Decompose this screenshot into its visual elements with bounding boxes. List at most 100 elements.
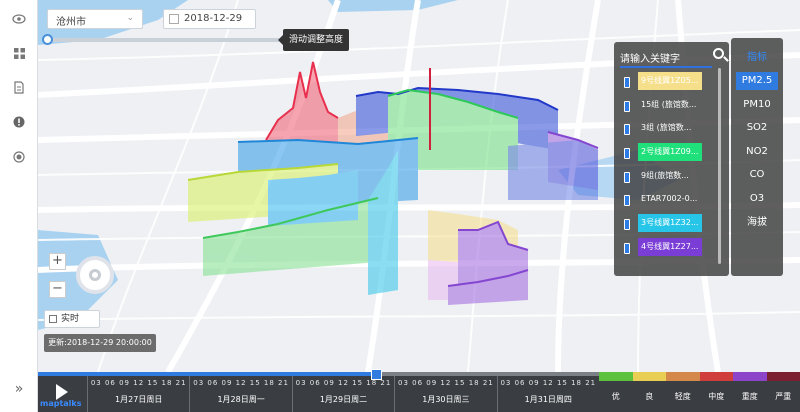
station-list-item[interactable]: ETAR7002-0...: [624, 190, 720, 211]
left-sidebar: »: [0, 0, 38, 412]
station-marker-icon: [624, 100, 630, 112]
aqi-label: 中度: [708, 392, 725, 401]
calendar-icon: [169, 14, 179, 24]
station-label: 3号线翼1Z32...: [638, 214, 702, 233]
aqi-level: 良: [632, 372, 666, 412]
double-chevron-right-icon[interactable]: »: [14, 381, 24, 397]
zoom-out-button[interactable]: −: [49, 281, 66, 298]
station-list-item[interactable]: 9号线翼1Z05...: [624, 72, 720, 93]
station-panel: 请输入关键字 9号线翼1Z05... 15组 (旅馆数... 3组 (旅馆数... 2…: [614, 42, 729, 276]
aqi-label: 优: [611, 392, 620, 401]
station-marker-icon: [624, 124, 630, 136]
pollutant-option[interactable]: SO2: [746, 122, 768, 134]
realtime-checkbox[interactable]: 实时: [44, 310, 100, 328]
station-marker-icon: [624, 171, 630, 183]
timeline-progress-track[interactable]: [38, 369, 800, 380]
eye-icon[interactable]: [9, 9, 29, 29]
aqi-color-swatch: [733, 372, 767, 381]
checkbox-box[interactable]: [49, 315, 57, 323]
aqi-label: 良: [645, 392, 654, 401]
timeline-day[interactable]: 03 06 09 12 15 18 21 1月28日周一: [189, 376, 291, 412]
update-time-badge: 更新:2018-12-29 20:00:00: [44, 334, 156, 352]
station-label: ETAR7002-0...: [641, 194, 698, 204]
timeline-date: 1月30日周三: [422, 395, 470, 404]
station-label: 3组 (旅馆数...: [641, 123, 692, 133]
city-select-value: 沧州市: [56, 17, 86, 28]
station-list-item[interactable]: 4号线翼1Z27...: [624, 237, 720, 259]
timeline-hours: 03 06 09 12 15 18 21: [398, 379, 494, 387]
station-list-item[interactable]: 9组(旅馆数...: [624, 167, 720, 188]
aqi-level: 中度: [699, 372, 733, 412]
station-list-item[interactable]: 3组 (旅馆数...: [624, 119, 720, 140]
timeline-date: 1月29日周二: [319, 395, 368, 404]
compass-center: [89, 269, 101, 281]
height-slider-tooltip: 滑动调整高度: [277, 29, 350, 51]
aqi-label: 轻度: [674, 392, 691, 401]
aqi-level: 优: [599, 372, 633, 412]
timeline-hours: 03 06 09 12 15 18 21: [295, 379, 392, 387]
aqi-label: 严重: [775, 392, 792, 401]
pollutant-option[interactable]: PM10: [743, 98, 771, 110]
station-marker-icon: [624, 77, 630, 88]
aqi-color-swatch: [666, 372, 700, 381]
city-select[interactable]: 沧州市 ⌄: [47, 9, 143, 29]
pollutant-option[interactable]: NO2: [746, 145, 768, 157]
timeline-hours: 03 06 09 12 15 18 21: [500, 379, 597, 387]
pollutant-option[interactable]: PM2.5: [736, 72, 778, 90]
station-list-item[interactable]: 15组 (旅馆数...: [624, 96, 720, 117]
station-search[interactable]: 请输入关键字: [620, 48, 724, 68]
timeline-progress-fill: [38, 372, 376, 376]
grid-icon[interactable]: [9, 43, 29, 63]
aqi-label: 重度: [741, 392, 758, 401]
station-label: 4号线翼1Z27...: [638, 237, 702, 256]
aqi-level: 轻度: [666, 372, 700, 412]
pollutant-panel: 指标 PM2.5 PM10 SO2 NO2 CO O3 海拔: [731, 38, 783, 276]
height-slider-knob[interactable]: [42, 34, 53, 45]
timeline-handle[interactable]: [370, 369, 382, 380]
aqi-color-swatch: [599, 372, 633, 381]
pollutant-option[interactable]: CO: [749, 169, 765, 181]
aqi-color-swatch: [766, 372, 800, 381]
pollutant-option[interactable]: 海拔: [747, 216, 767, 228]
timeline-date: 1月27日周日: [115, 395, 163, 404]
station-search-placeholder: 请输入关键字: [620, 54, 680, 65]
station-list-item[interactable]: 2号线翼1Z09...: [624, 143, 720, 164]
timeline-hours: 03 06 09 12 15 18 21: [90, 379, 187, 387]
timeline-day[interactable]: 03 06 09 12 15 18 21 1月29日周二: [291, 376, 394, 412]
height-slider[interactable]: [42, 34, 282, 45]
pollutant-option[interactable]: O3: [749, 193, 765, 204]
play-icon[interactable]: [56, 384, 68, 400]
aqi-legend: 优 良 轻度 中度 重度 严重: [599, 372, 800, 412]
search-icon[interactable]: [713, 48, 724, 59]
aqi-color-swatch: [632, 372, 666, 381]
timeline-day[interactable]: 03 06 09 12 15 18 21 1月31日周四: [496, 376, 599, 412]
date-picker-value: 2018-12-29: [184, 13, 243, 24]
station-marker-icon: [624, 148, 630, 160]
aqi-level: 严重: [766, 372, 800, 412]
station-list-scrollbar[interactable]: [718, 68, 721, 264]
date-picker[interactable]: 2018-12-29: [163, 9, 256, 29]
maptalks-logo: maptalks: [40, 399, 82, 408]
station-list-item[interactable]: 3号线翼1Z32...: [624, 214, 720, 235]
timeline-hours: 03 06 09 12 15 18 21: [193, 379, 289, 387]
station-list: 9号线翼1Z05... 15组 (旅馆数... 3组 (旅馆数... 2号线翼1Z09…: [624, 72, 720, 262]
timeline-day[interactable]: 03 06 09 12 15 18 21 1月30日周三: [394, 376, 496, 412]
document-icon[interactable]: [9, 77, 29, 97]
station-marker-icon: [624, 242, 630, 254]
pollutant-panel-title: 指标: [747, 52, 767, 63]
compass-control[interactable]: [76, 256, 114, 294]
aqi-color-swatch: [699, 372, 733, 381]
aqi-level: 重度: [733, 372, 767, 412]
station-label: 9组(旅馆数...: [641, 170, 689, 180]
zoom-in-button[interactable]: +: [49, 253, 66, 270]
station-label: 9号线翼1Z05...: [638, 72, 702, 90]
alert-icon[interactable]: [9, 112, 29, 132]
station-marker-icon: [624, 219, 630, 231]
station-label: 15组 (旅馆数...: [641, 99, 697, 109]
station-label: 2号线翼1Z09...: [638, 143, 702, 162]
search-underline: [620, 66, 712, 68]
station-marker-icon: [624, 195, 630, 207]
timeline-date: 1月28日周一: [217, 395, 265, 404]
timeline-day[interactable]: 03 06 09 12 15 18 21 1月27日周日: [87, 376, 189, 412]
target-icon[interactable]: [9, 147, 29, 167]
